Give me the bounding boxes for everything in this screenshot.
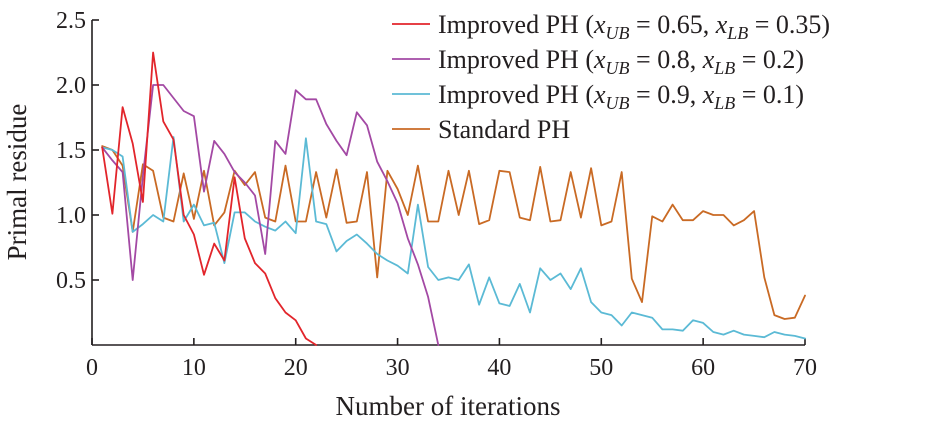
legend-entry: Improved PH (xUB = 0.8, xLB = 0.2) [438, 45, 804, 78]
x-ticks: 0 10 20 30 40 50 60 70 [86, 338, 817, 381]
legend-text-part: = 0.35) [748, 10, 830, 39]
legend-text-part: Improved PH ( [438, 80, 594, 109]
y-tick-label: 2.0 [56, 73, 86, 99]
legend-text-part: Improved PH ( [438, 10, 594, 39]
y-axis-label: Primal residue [2, 104, 32, 261]
legend-entry: Improved PH (xUB = 0.65, xLB = 0.35) [438, 10, 830, 43]
legend-text-part: = 0.1) [735, 80, 804, 109]
series-line-0 [101, 51, 318, 346]
x-tick-label: 70 [793, 355, 817, 381]
x-tick-label: 30 [386, 355, 410, 381]
legend-text-part: Standard PH [438, 115, 570, 144]
x-tick-label: 10 [182, 355, 206, 381]
legend-text-part: x [702, 80, 715, 109]
series-line-3 [101, 145, 806, 320]
y-tick-label: 0.5 [56, 268, 86, 294]
y-tick-label: 2.5 [56, 8, 86, 34]
legend-entry: Standard PH [438, 115, 570, 144]
legend-text-part: x [715, 10, 728, 39]
series-line-2 [101, 136, 806, 340]
x-tick-label: 20 [284, 355, 308, 381]
legend: Improved PH (xUB = 0.65, xLB = 0.35)Impr… [392, 10, 830, 144]
legend-text-part: = 0.8, [630, 45, 703, 74]
legend-text-part: LB [713, 58, 735, 78]
x-tick-label: 60 [691, 355, 715, 381]
legend-text-part: x [593, 10, 606, 39]
legend-text-part: = 0.2) [735, 45, 804, 74]
y-ticks: 0.5 1.0 1.5 2.0 2.5 [56, 8, 99, 294]
x-tick-label: 0 [86, 355, 98, 381]
series-lines [101, 51, 806, 346]
axes [91, 20, 805, 346]
legend-text-part: Improved PH ( [438, 45, 594, 74]
legend-text-part: LB [713, 93, 735, 113]
y-tick-label: 1.5 [56, 138, 86, 164]
legend-text-part: LB [726, 23, 748, 43]
legend-text-part: = 0.65, [630, 10, 716, 39]
legend-text-part: UB [606, 58, 630, 78]
legend-text-part: = 0.9, [630, 80, 703, 109]
legend-text-part: UB [606, 23, 630, 43]
x-tick-label: 40 [487, 355, 511, 381]
x-axis-label: Number of iterations [336, 391, 561, 421]
x-tick-label: 50 [589, 355, 613, 381]
legend-text-part: UB [606, 93, 630, 113]
legend-text-part: x [593, 80, 606, 109]
legend-entry: Improved PH (xUB = 0.9, xLB = 0.1) [438, 80, 804, 113]
legend-text-part: x [593, 45, 606, 74]
y-tick-label: 1.0 [56, 203, 86, 229]
legend-text-part: x [702, 45, 715, 74]
